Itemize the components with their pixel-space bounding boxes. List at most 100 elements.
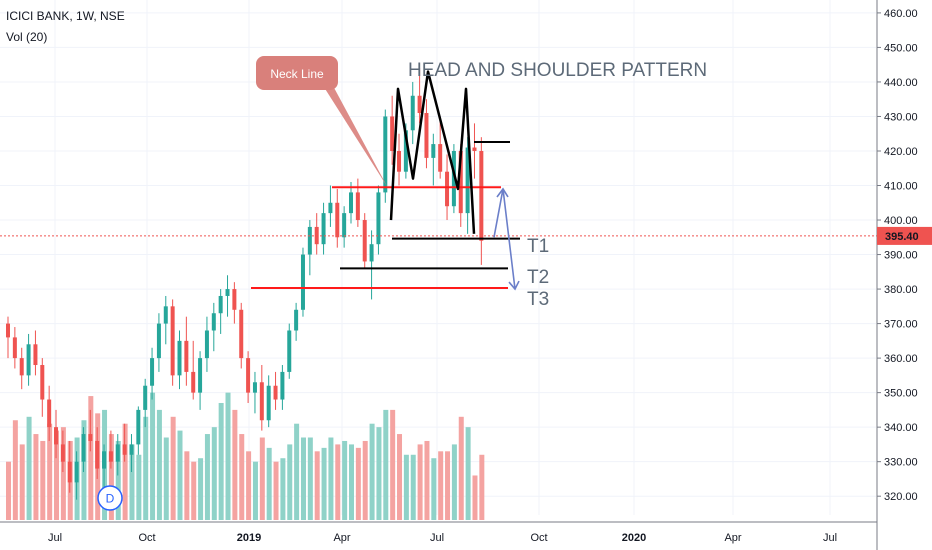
- y-tick-label: 460.00: [884, 8, 918, 20]
- y-tick-label: 370.00: [884, 319, 918, 331]
- volume-bar: [307, 437, 313, 520]
- volume-bar: [349, 444, 354, 520]
- y-tick-label: 450.00: [884, 42, 918, 54]
- candle-body: [252, 382, 257, 393]
- candle-body: [321, 213, 326, 245]
- x-tick-label: Oct: [530, 532, 547, 544]
- volume-bar: [280, 458, 286, 520]
- volume-bar: [184, 451, 190, 520]
- volume-bar: [397, 434, 403, 520]
- volume-bar: [6, 461, 11, 520]
- x-tick-label: Jul: [48, 532, 62, 544]
- volume-bar: [362, 440, 368, 520]
- volume-bar: [54, 430, 60, 520]
- volume-bar: [211, 427, 217, 520]
- x-tick-label: 2020: [622, 532, 646, 544]
- volume-bar: [431, 458, 437, 520]
- volume-bar: [424, 440, 430, 520]
- volume-bar: [328, 437, 334, 520]
- candle-body: [150, 358, 155, 386]
- volume-bar: [177, 430, 183, 520]
- volume-bar: [122, 423, 128, 520]
- volume-bar: [355, 447, 361, 520]
- candle-body: [458, 150, 463, 214]
- volume-bar: [150, 392, 156, 520]
- candle-body: [431, 144, 436, 158]
- volume-bar: [204, 434, 210, 520]
- candle-body: [204, 330, 209, 359]
- volume-bar: [294, 423, 300, 520]
- volume-bar: [40, 440, 46, 520]
- y-tick-label: 330.00: [884, 457, 918, 469]
- candle-body: [184, 340, 189, 372]
- volume-bar: [383, 409, 389, 520]
- candle-body: [383, 116, 388, 193]
- y-tick-label: 400.00: [884, 215, 918, 227]
- candlesticks: [6, 68, 484, 500]
- x-tick-label: Oct: [138, 532, 155, 544]
- volume-bar: [156, 409, 162, 520]
- candle-body: [342, 213, 347, 238]
- pattern-drawings: Neck Line HEAD AND SHOULDER PATTERN T1 T2T3…: [0, 56, 877, 511]
- volume-bar: [417, 444, 423, 520]
- candle-body: [451, 150, 456, 207]
- volume-bars: [6, 392, 485, 520]
- volume-bar: [115, 440, 121, 520]
- candle-body: [280, 371, 285, 400]
- dividend-badge[interactable]: [97, 485, 123, 511]
- candle-body: [328, 202, 333, 214]
- candle-body: [6, 323, 10, 338]
- candle-body: [170, 306, 175, 376]
- pattern-title: HEAD AND SHOULDER PATTERN: [408, 60, 707, 81]
- candle-body: [287, 330, 292, 372]
- price-tag-bg: [877, 226, 932, 245]
- volume-bar: [232, 409, 238, 520]
- candle-body: [300, 254, 305, 310]
- arrowhead-up: [496, 187, 509, 198]
- volume-bar: [273, 461, 279, 520]
- candle-body: [266, 385, 271, 421]
- candle-body: [479, 150, 484, 241]
- volume-bar: [403, 454, 409, 520]
- volume-bar: [246, 451, 252, 520]
- volume-bar: [335, 444, 341, 520]
- candle-body: [122, 444, 127, 455]
- candle-body: [40, 365, 45, 400]
- volume-bar: [314, 451, 320, 520]
- callout-label: Neck Line: [270, 67, 324, 81]
- volume-bar: [369, 423, 375, 520]
- volume-bar: [287, 444, 293, 520]
- candle-body: [67, 461, 72, 483]
- target-label-t1: T1: [527, 236, 549, 257]
- y-tick-label: 410.00: [884, 181, 918, 193]
- volume-bar: [26, 416, 32, 520]
- candle-body: [424, 113, 429, 158]
- candle-body: [88, 434, 93, 441]
- candle-body: [163, 306, 168, 324]
- target-label-t3: T3: [527, 289, 549, 310]
- volume-bar: [239, 434, 245, 520]
- x-tick-label: 2019: [237, 532, 261, 544]
- candle-body: [472, 147, 477, 151]
- candle-body: [403, 130, 408, 172]
- volume-bar: [170, 416, 176, 520]
- candle-body: [410, 95, 415, 131]
- y-tick-label: 350.00: [884, 388, 918, 400]
- candle-body: [47, 399, 52, 428]
- candle-body: [211, 313, 216, 331]
- volume-bar: [300, 437, 306, 520]
- candle-body: [81, 434, 86, 462]
- candle-body: [129, 444, 134, 455]
- candle-body: [465, 147, 470, 214]
- candle-body: [335, 202, 340, 238]
- candle-body: [26, 344, 31, 376]
- candle-body: [445, 171, 450, 207]
- candle-body: [349, 192, 353, 214]
- candle-body: [33, 344, 38, 366]
- head-shoulder-zigzag: [389, 70, 476, 234]
- volume-bar: [342, 440, 348, 520]
- candle-body: [246, 358, 251, 393]
- y-tick-label: 440.00: [884, 77, 918, 89]
